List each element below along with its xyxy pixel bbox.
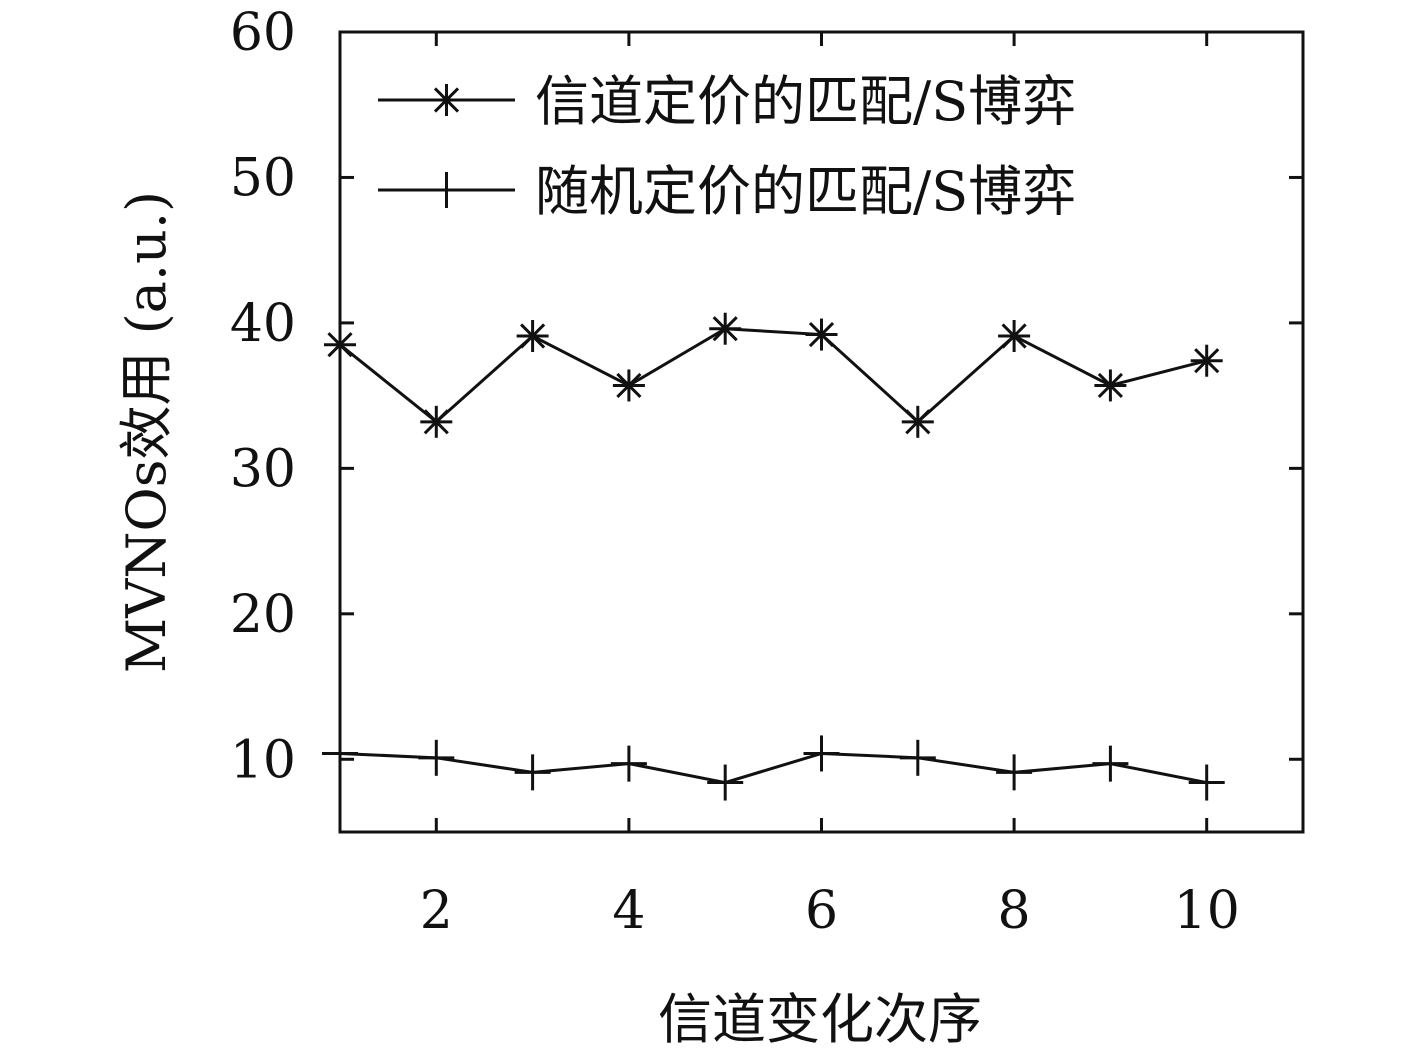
data-point-series-2 — [1188, 764, 1225, 801]
series-layer — [322, 312, 1225, 801]
data-point-series-2 — [514, 754, 551, 791]
data-point-series-1 — [901, 405, 934, 438]
x-axis-title: 信道变化次序 — [658, 988, 982, 1051]
x-tick-label: 8 — [998, 881, 1031, 941]
data-point-series-1 — [420, 405, 453, 438]
data-point-series-2 — [610, 745, 647, 782]
axes-layer: 10 20 30 40 50 60 2 4 6 8 10 — [230, 3, 1305, 941]
y-tick-label: 20 — [230, 585, 296, 645]
data-point-series-1 — [998, 320, 1031, 352]
series-line-2 — [339, 751, 1207, 785]
data-point-series-2 — [803, 735, 840, 772]
legend-marker-2 — [428, 172, 465, 208]
plot-frame — [338, 30, 1305, 834]
data-point-series-1 — [612, 369, 645, 402]
data-point-series-1 — [1094, 369, 1127, 402]
data-point-series-2 — [418, 739, 455, 776]
data-point-series-2 — [1092, 745, 1129, 782]
y-tick-label: 50 — [230, 148, 296, 208]
y-tick-label: 30 — [230, 439, 296, 499]
data-point-series-2 — [899, 739, 936, 776]
data-point-series-1 — [709, 312, 742, 345]
y-tick-label: 40 — [230, 294, 296, 354]
y-tick-label: 60 — [230, 3, 296, 63]
series-line-1 — [339, 327, 1208, 424]
legend-label-2: 随机定价的匹配/S博弈 — [535, 160, 1076, 223]
x-tick-label: 6 — [805, 881, 838, 941]
x-tick-label: 4 — [612, 881, 645, 941]
legend-label-1: 信道定价的匹配/S博弈 — [535, 70, 1076, 133]
data-point-series-1 — [516, 320, 549, 352]
y-axis-title: MVNOs效用 (a.u.) — [115, 191, 178, 673]
y-tick-label: 10 — [230, 730, 296, 790]
data-point-series-1 — [1190, 344, 1223, 377]
data-point-series-1 — [805, 318, 838, 351]
x-tick-label: 2 — [420, 881, 453, 941]
data-point-series-2 — [707, 764, 744, 801]
x-tick-label: 10 — [1174, 881, 1240, 941]
legend-marker-1 — [430, 84, 463, 116]
data-point-series-2 — [996, 754, 1033, 791]
